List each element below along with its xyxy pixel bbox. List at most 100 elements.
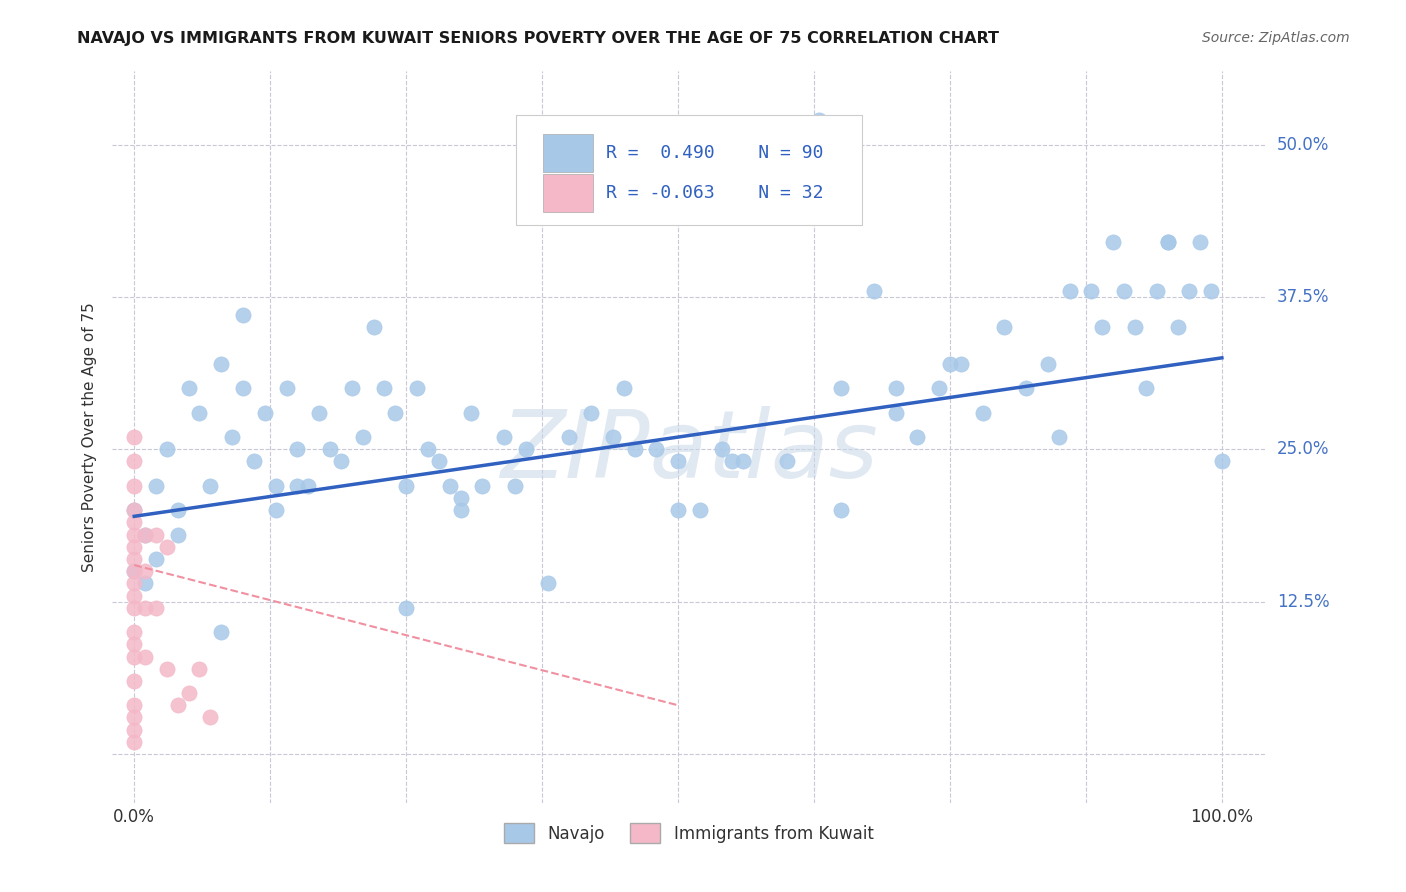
Point (1178, 284, 1201, 298)
Point (1059, 284, 1081, 298)
Point (1047, 430, 1070, 444)
Point (1156, 235, 1178, 249)
Point (166, 503, 188, 517)
Point (1080, 284, 1102, 298)
Text: 12.5%: 12.5% (1277, 592, 1330, 611)
Point (406, 381, 429, 395)
Point (122, 710, 145, 724)
Point (122, 625, 145, 640)
Point (830, 503, 852, 517)
Point (450, 491, 472, 505)
Point (122, 516, 145, 530)
Point (503, 479, 526, 493)
Point (243, 454, 266, 468)
Point (352, 430, 374, 444)
Point (134, 576, 156, 591)
Text: 50.0%: 50.0% (1277, 136, 1329, 153)
Point (122, 479, 145, 493)
Point (1189, 235, 1212, 249)
Point (188, 662, 211, 676)
Point (122, 723, 145, 737)
Text: 37.5%: 37.5% (1277, 288, 1330, 306)
Point (416, 442, 439, 457)
Point (145, 552, 167, 566)
Point (460, 406, 482, 420)
Text: R = -0.063    N = 32: R = -0.063 N = 32 (606, 184, 824, 202)
Point (928, 381, 950, 395)
Point (287, 479, 309, 493)
Point (645, 442, 668, 457)
Point (134, 564, 156, 578)
Point (264, 503, 287, 517)
Point (1112, 284, 1135, 298)
Point (209, 625, 232, 640)
Text: Source: ZipAtlas.com: Source: ZipAtlas.com (1202, 31, 1350, 45)
Point (993, 320, 1015, 334)
Point (666, 454, 689, 468)
Point (558, 430, 581, 444)
Point (450, 503, 472, 517)
Point (1199, 284, 1222, 298)
Point (122, 637, 145, 651)
Point (319, 442, 342, 457)
Point (122, 600, 145, 615)
Point (733, 454, 755, 468)
FancyBboxPatch shape (543, 134, 593, 171)
Point (884, 381, 907, 395)
Point (721, 454, 744, 468)
FancyBboxPatch shape (516, 115, 862, 225)
Point (329, 454, 352, 468)
Point (221, 430, 243, 444)
Point (471, 479, 494, 493)
Point (613, 381, 636, 395)
Point (188, 406, 211, 420)
Point (689, 503, 711, 517)
Point (395, 479, 418, 493)
Point (134, 649, 156, 664)
Point (1015, 381, 1038, 395)
Text: 25.0%: 25.0% (1277, 441, 1330, 458)
Point (439, 479, 461, 493)
Point (166, 527, 188, 541)
Point (363, 320, 385, 334)
Point (1123, 320, 1146, 334)
Point (122, 735, 145, 749)
Point (1102, 235, 1125, 249)
Point (340, 381, 363, 395)
Point (122, 589, 145, 603)
Point (1135, 381, 1157, 395)
Point (122, 576, 145, 591)
Point (200, 479, 222, 493)
Point (395, 600, 418, 615)
Point (122, 564, 145, 578)
Point (209, 357, 232, 371)
Point (830, 381, 852, 395)
Point (623, 442, 645, 457)
Text: ZIPatlas: ZIPatlas (501, 406, 877, 497)
Point (122, 454, 145, 468)
Point (232, 381, 254, 395)
Point (264, 479, 287, 493)
Point (122, 649, 145, 664)
Point (122, 503, 145, 517)
Point (776, 454, 799, 468)
Point (808, 113, 831, 128)
Point (308, 406, 330, 420)
Point (156, 442, 179, 457)
Point (939, 357, 962, 371)
Point (145, 600, 167, 615)
Text: NAVAJO VS IMMIGRANTS FROM KUWAIT SENIORS POVERTY OVER THE AGE OF 75 CORRELATION : NAVAJO VS IMMIGRANTS FROM KUWAIT SENIORS… (77, 31, 1000, 46)
Point (972, 406, 994, 420)
Point (384, 406, 406, 420)
Point (122, 564, 145, 578)
Point (122, 698, 145, 713)
Point (253, 406, 276, 420)
Point (145, 527, 167, 541)
Point (287, 442, 309, 457)
Legend: Navajo, Immigrants from Kuwait: Navajo, Immigrants from Kuwait (498, 817, 880, 849)
Point (122, 503, 145, 517)
Point (232, 308, 254, 322)
Point (276, 381, 298, 395)
Point (134, 600, 156, 615)
Point (122, 540, 145, 554)
